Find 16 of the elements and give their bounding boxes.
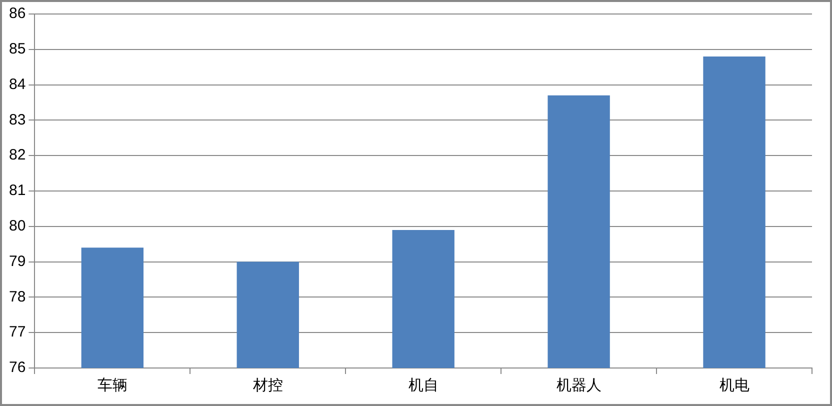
y-tick-label: 81 bbox=[8, 182, 26, 200]
x-tick-label: 机电 bbox=[719, 377, 750, 394]
y-tick-label: 76 bbox=[8, 359, 26, 376]
x-tick-label: 车辆 bbox=[97, 377, 128, 394]
y-tick-label: 79 bbox=[8, 252, 26, 270]
x-tick-label: 材控 bbox=[252, 377, 283, 394]
y-tick-label: 85 bbox=[8, 40, 26, 58]
x-tick-label: 机器人 bbox=[556, 377, 602, 394]
y-tick-label: 86 bbox=[8, 5, 26, 22]
y-tick-label: 83 bbox=[8, 111, 26, 128]
y-tick-label: 82 bbox=[8, 146, 26, 164]
y-tick-label: 80 bbox=[8, 218, 26, 235]
y-tick-label: 77 bbox=[8, 324, 26, 341]
y-tick-label: 78 bbox=[8, 288, 26, 306]
y-tick-label: 84 bbox=[8, 76, 26, 93]
x-tick-label: 机自 bbox=[408, 377, 438, 394]
